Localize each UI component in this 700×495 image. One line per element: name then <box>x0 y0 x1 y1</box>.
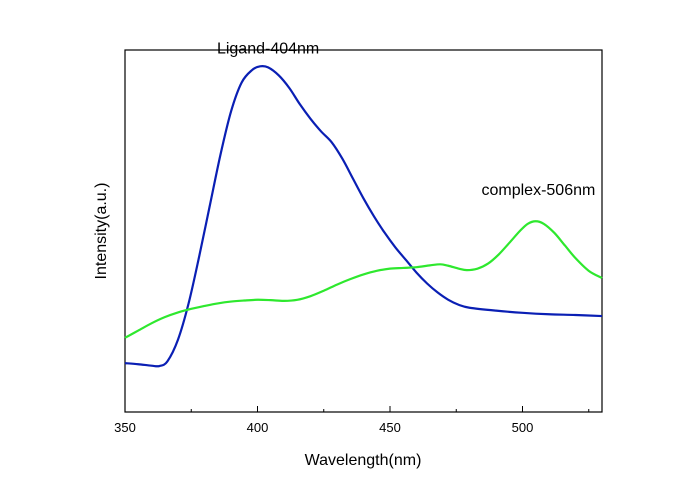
ligand-peak-annotation: Ligand-404nm <box>217 41 319 58</box>
annotations: Ligand-404nm complex-506nm <box>217 41 595 199</box>
ligand-series-line <box>124 64 603 368</box>
x-tick-label: 450 <box>379 420 401 435</box>
x-tick-label: 500 <box>512 420 534 435</box>
x-tick-label: 400 <box>247 420 269 435</box>
x-axis-ticks: 350 400 450 500 <box>114 406 590 435</box>
series-layer <box>124 64 603 368</box>
y-axis-label: Intensity(a.u.) <box>93 183 110 280</box>
complex-series-line <box>124 220 603 339</box>
x-axis-label: Wavelength(nm) <box>305 452 422 469</box>
plot-frame <box>124 49 603 413</box>
x-tick-label: 350 <box>114 420 136 435</box>
complex-peak-annotation: complex-506nm <box>481 182 595 199</box>
